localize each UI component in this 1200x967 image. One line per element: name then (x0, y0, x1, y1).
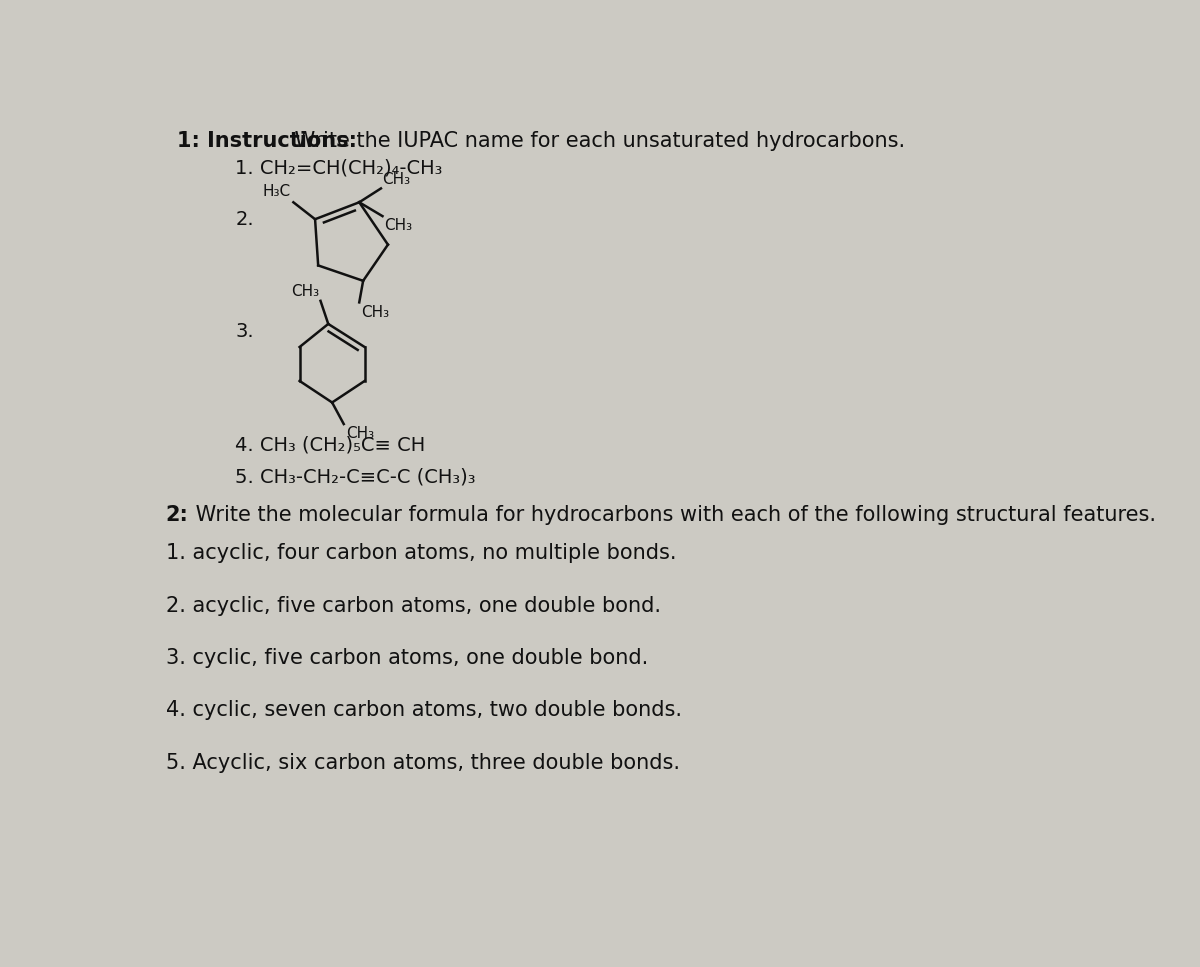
Text: 1. CH₂=CH(CH₂)₄-CH₃: 1. CH₂=CH(CH₂)₄-CH₃ (235, 159, 443, 177)
Text: H₃C: H₃C (263, 184, 292, 199)
Text: 1: Instructions:: 1: Instructions: (178, 131, 358, 151)
Text: 2:: 2: (166, 505, 188, 525)
Text: 3. cyclic, five carbon atoms, one double bond.: 3. cyclic, five carbon atoms, one double… (166, 648, 648, 668)
Text: 4. CH₃ (CH₂)₅C≡ CH: 4. CH₃ (CH₂)₅C≡ CH (235, 435, 426, 454)
Text: CH₃: CH₃ (384, 218, 412, 233)
Text: CH₃: CH₃ (361, 305, 389, 320)
Text: 5. CH₃-CH₂-C≡C-C (CH₃)₃: 5. CH₃-CH₂-C≡C-C (CH₃)₃ (235, 468, 475, 487)
Text: CH₃: CH₃ (292, 283, 319, 299)
Text: CH₃: CH₃ (346, 426, 374, 441)
Text: 1. acyclic, four carbon atoms, no multiple bonds.: 1. acyclic, four carbon atoms, no multip… (166, 543, 676, 564)
Text: Write the molecular formula for hydrocarbons with each of the following structur: Write the molecular formula for hydrocar… (188, 505, 1156, 525)
Text: 2.: 2. (235, 210, 254, 229)
Text: 3.: 3. (235, 322, 254, 340)
Text: 4. cyclic, seven carbon atoms, two double bonds.: 4. cyclic, seven carbon atoms, two doubl… (166, 700, 682, 720)
Text: 2. acyclic, five carbon atoms, one double bond.: 2. acyclic, five carbon atoms, one doubl… (166, 596, 660, 616)
Text: Write the IUPAC name for each unsaturated hydrocarbons.: Write the IUPAC name for each unsaturate… (288, 131, 905, 151)
Text: CH₃: CH₃ (383, 172, 410, 187)
Text: 5. Acyclic, six carbon atoms, three double bonds.: 5. Acyclic, six carbon atoms, three doub… (166, 753, 679, 773)
